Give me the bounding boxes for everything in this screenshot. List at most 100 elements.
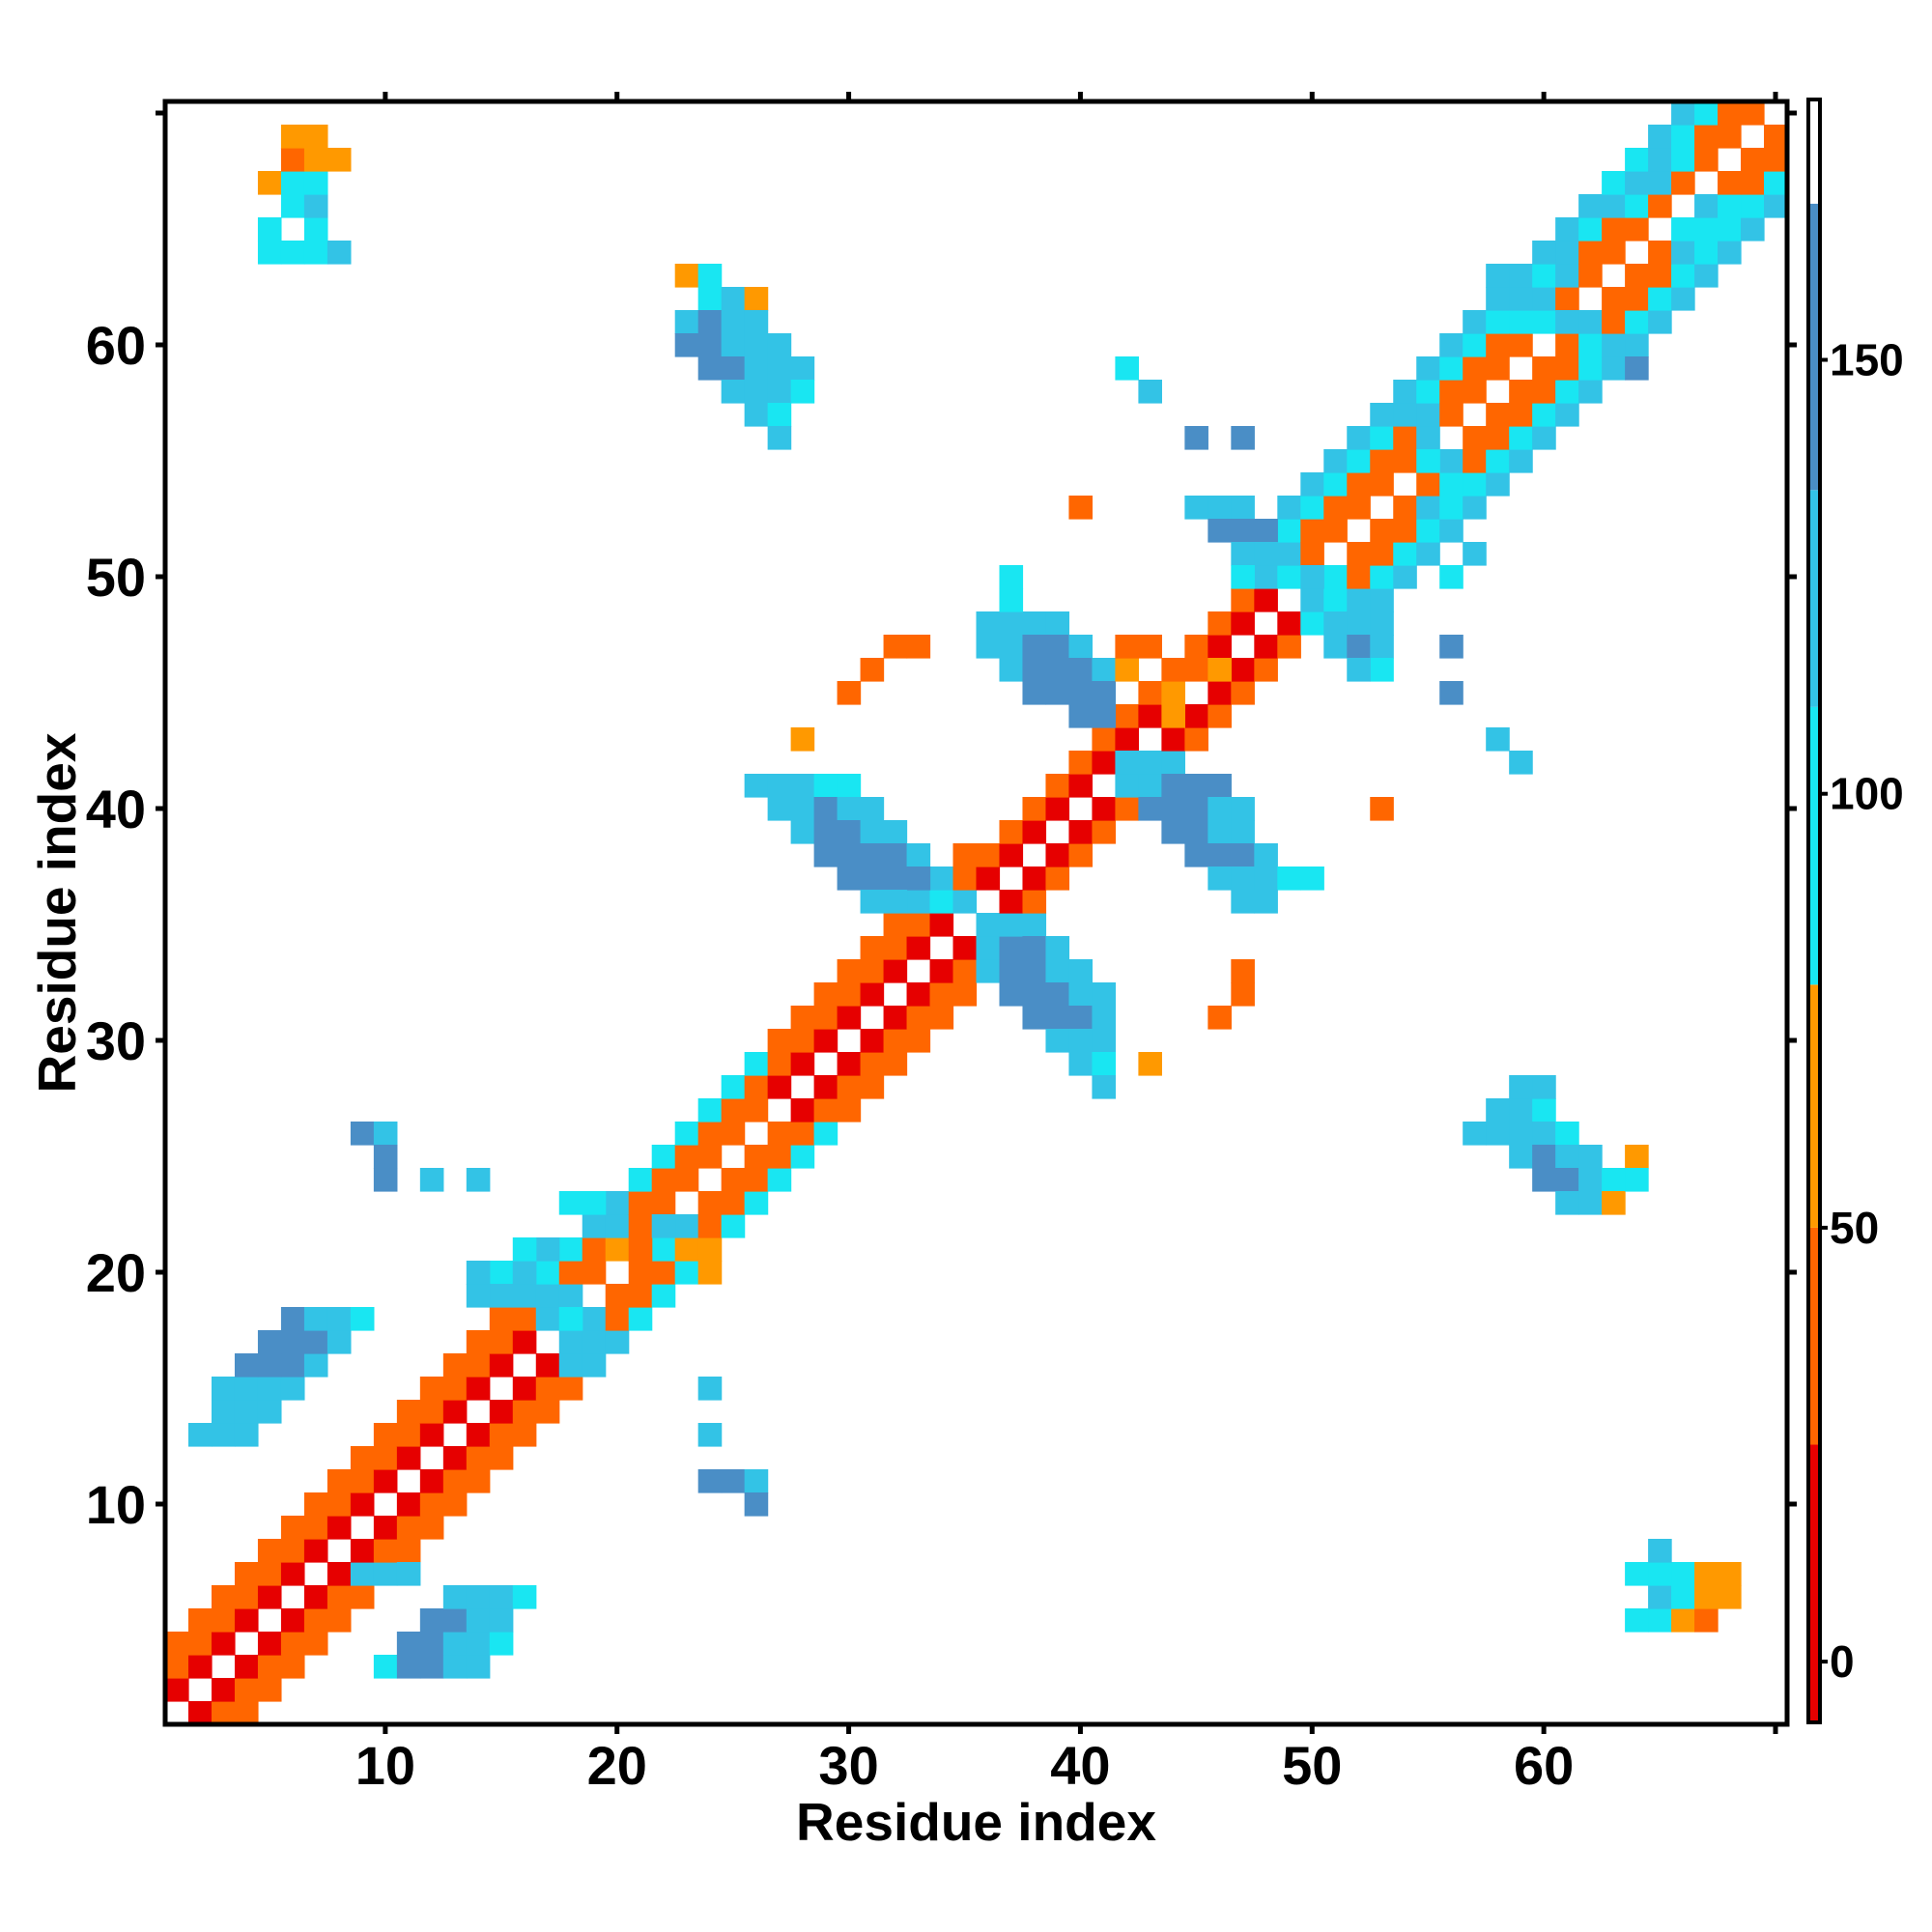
heatmap-cell — [1022, 611, 1047, 636]
heatmap-cell — [257, 1655, 282, 1679]
heatmap-cell — [744, 774, 769, 798]
heatmap-cell — [1045, 843, 1070, 867]
heatmap-cell — [257, 1562, 282, 1586]
heatmap-cell — [1022, 681, 1047, 705]
heatmap-cell — [280, 1307, 305, 1331]
heatmap-cell — [234, 1655, 259, 1679]
heatmap-cell — [1231, 681, 1255, 705]
heatmap-cell — [373, 1168, 398, 1192]
heatmap-cell — [929, 867, 954, 891]
heatmap-cell — [1347, 496, 1371, 520]
heatmap-cell — [1648, 125, 1672, 149]
heatmap-cell — [767, 1168, 792, 1192]
heatmap-cell — [1648, 264, 1672, 288]
heatmap-cell — [1161, 751, 1185, 775]
heatmap-cell — [1718, 101, 1742, 126]
heatmap-cell — [1092, 797, 1117, 821]
heatmap-cell — [1602, 333, 1626, 357]
heatmap-cell — [419, 1400, 444, 1424]
heatmap-cell — [1254, 890, 1278, 914]
heatmap-cell — [419, 1168, 444, 1192]
heatmap-cell — [1486, 356, 1510, 381]
heatmap-cell — [396, 1562, 421, 1586]
heatmap-cell — [1231, 565, 1255, 589]
heatmap-cell — [419, 1377, 444, 1401]
heatmap-cell — [1648, 287, 1672, 311]
heatmap-cell — [1463, 472, 1487, 497]
heatmap-cell — [211, 1400, 236, 1424]
heatmap-cell — [442, 1655, 468, 1679]
heatmap-cell — [373, 1562, 398, 1586]
heatmap-cell — [1671, 1585, 1695, 1609]
heatmap-cell — [1092, 727, 1117, 752]
heatmap-cell — [396, 1492, 421, 1517]
heatmap-cell — [1347, 426, 1371, 450]
heatmap-cell — [1208, 635, 1232, 659]
heatmap-cell — [234, 1585, 259, 1609]
heatmap-cell — [837, 820, 862, 844]
heatmap-cell — [303, 1492, 328, 1517]
heatmap-cell — [1625, 194, 1649, 218]
x-tick-label: 60 — [1514, 1735, 1574, 1796]
heatmap-cell — [1718, 171, 1742, 195]
heatmap-cell — [605, 1330, 630, 1354]
heatmap-cell — [744, 1145, 769, 1169]
heatmap-cell — [257, 1585, 282, 1609]
heatmap-cell — [999, 635, 1024, 659]
heatmap-cell — [1671, 264, 1695, 288]
heatmap-cell — [1254, 867, 1278, 891]
heatmap-cell — [628, 1261, 653, 1285]
heatmap-cell — [1555, 264, 1579, 288]
heatmap-cell — [744, 1098, 769, 1122]
heatmap-cell — [1184, 635, 1208, 659]
heatmap-cell — [489, 1446, 514, 1470]
heatmap-cell — [605, 1307, 630, 1331]
heatmap-cell — [535, 1377, 560, 1401]
heatmap-cell — [303, 1632, 328, 1656]
heatmap-cell — [582, 1330, 607, 1354]
heatmap-cell — [1463, 449, 1487, 473]
heatmap-cell — [582, 1307, 607, 1331]
heatmap-cell — [744, 333, 769, 357]
heatmap-cell — [1439, 356, 1463, 381]
heatmap-cell — [837, 774, 862, 798]
heatmap-cell — [1741, 194, 1765, 218]
heatmap-cell — [837, 959, 862, 983]
heatmap-cell — [350, 1469, 375, 1493]
heatmap-cell — [1231, 496, 1255, 520]
heatmap-cell — [952, 959, 978, 983]
heatmap-cell — [1602, 356, 1626, 381]
heatmap-cell — [1671, 125, 1695, 149]
heatmap-cell — [1068, 751, 1094, 775]
heatmap-cell — [1068, 681, 1094, 705]
heatmap-cell — [1068, 635, 1094, 659]
heatmap-cell — [373, 1446, 398, 1470]
heatmap-cell — [1625, 287, 1649, 311]
heatmap-cell — [767, 426, 792, 450]
heatmap-cell — [1393, 496, 1417, 520]
heatmap-cell — [1486, 403, 1510, 427]
heatmap-cell — [929, 982, 954, 1007]
heatmap-cell — [1045, 774, 1070, 798]
heatmap-cell — [837, 843, 862, 867]
heatmap-cell — [1486, 287, 1510, 311]
heatmap-cell — [442, 1400, 468, 1424]
heatmap-cell — [721, 1168, 746, 1192]
right-ticks — [1787, 110, 1797, 1507]
heatmap-cell — [1416, 356, 1440, 381]
heatmap-cell — [952, 982, 978, 1007]
heatmap-cell — [1694, 1585, 1719, 1609]
heatmap-cell — [721, 333, 746, 357]
heatmap-cell — [1694, 1608, 1719, 1633]
heatmap-cell — [280, 1516, 305, 1540]
heatmap-cell — [697, 1237, 723, 1262]
heatmap-cell — [1648, 171, 1672, 195]
heatmap-cell — [257, 1377, 282, 1401]
heatmap-cell — [187, 1655, 213, 1679]
heatmap-cell — [1416, 403, 1440, 427]
heatmap-cell — [767, 1122, 792, 1146]
heatmap-cell — [1486, 426, 1510, 450]
heatmap-cell — [697, 1098, 723, 1122]
heatmap-cell — [1439, 380, 1463, 404]
heatmap-cell — [1068, 658, 1094, 682]
